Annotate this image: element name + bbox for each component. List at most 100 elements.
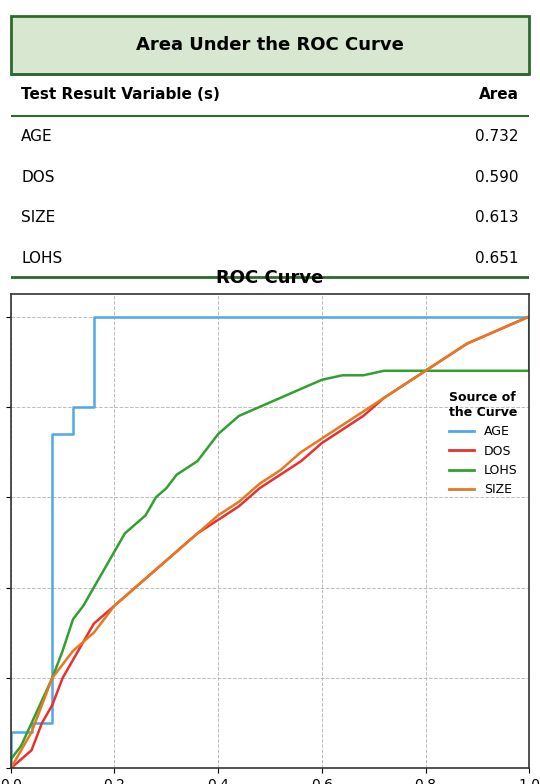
SIZE [339, 420, 346, 430]
Text: Test Result Variable (s): Test Result Variable (s) [21, 87, 220, 102]
SIZE [18, 746, 24, 755]
LOHS [298, 384, 305, 394]
LOHS [194, 456, 201, 466]
Text: DOS: DOS [21, 169, 55, 184]
DOS [18, 754, 24, 764]
LOHS [381, 366, 387, 376]
SIZE [39, 700, 45, 710]
AGE [132, 312, 138, 321]
SIZE [505, 321, 512, 330]
SIZE [422, 366, 429, 376]
Text: 0.732: 0.732 [475, 129, 519, 143]
AGE [194, 312, 201, 321]
LOHS [132, 520, 138, 529]
AGE [173, 312, 180, 321]
LOHS [422, 366, 429, 376]
SIZE [360, 407, 367, 416]
DOS [484, 330, 491, 339]
DOS [319, 438, 325, 448]
AGE [215, 312, 221, 321]
AGE [111, 312, 118, 321]
AGE [8, 764, 14, 773]
Text: 0.613: 0.613 [475, 210, 519, 226]
LOHS [339, 371, 346, 380]
DOS [70, 655, 76, 665]
AGE [111, 312, 118, 321]
LOHS [143, 510, 149, 520]
Text: SIZE: SIZE [21, 210, 56, 226]
DOS [173, 546, 180, 556]
SIZE [464, 339, 470, 348]
LOHS [277, 393, 284, 402]
LOHS [256, 402, 263, 412]
SIZE [70, 646, 76, 655]
AGE [8, 728, 14, 737]
DOS [8, 764, 14, 773]
SIZE [132, 583, 138, 593]
DOS [339, 425, 346, 434]
SIZE [8, 764, 14, 773]
DOS [194, 528, 201, 538]
LOHS [360, 371, 367, 380]
SIZE [111, 601, 118, 611]
LOHS [101, 564, 107, 574]
LOHS [163, 484, 170, 493]
Text: AGE: AGE [21, 129, 53, 143]
SIZE [298, 448, 305, 457]
SIZE [319, 434, 325, 443]
AGE [70, 430, 76, 439]
SIZE [526, 312, 532, 321]
AGE [49, 430, 56, 439]
DOS [39, 718, 45, 728]
LOHS [49, 673, 56, 683]
SIZE [194, 528, 201, 538]
LOHS [526, 312, 532, 321]
DOS [256, 484, 263, 493]
Text: 0.590: 0.590 [475, 169, 519, 184]
AGE [70, 402, 76, 412]
LOHS [153, 492, 159, 502]
Text: Area Under the ROC Curve: Area Under the ROC Curve [136, 35, 404, 53]
SIZE [173, 546, 180, 556]
LOHS [28, 718, 35, 728]
DOS [360, 412, 367, 421]
DOS [443, 353, 449, 362]
LOHS [8, 754, 14, 764]
AGE [49, 718, 56, 728]
DOS [402, 379, 408, 389]
DOS [422, 366, 429, 376]
Line: LOHS: LOHS [11, 317, 529, 768]
SIZE [153, 564, 159, 574]
SIZE [235, 497, 242, 506]
AGE [526, 312, 532, 321]
DOS [80, 637, 86, 647]
DOS [49, 700, 56, 710]
DOS [153, 564, 159, 574]
DOS [111, 601, 118, 611]
AGE [215, 312, 221, 321]
LOHS [111, 546, 118, 556]
Text: LOHS: LOHS [21, 252, 63, 267]
SIZE [28, 728, 35, 737]
Legend: AGE, DOS, LOHS, SIZE: AGE, DOS, LOHS, SIZE [444, 387, 523, 501]
LOHS [80, 601, 86, 611]
DOS [298, 456, 305, 466]
LOHS [215, 430, 221, 439]
Text: Area: Area [479, 87, 519, 102]
LOHS [70, 615, 76, 624]
DOS [464, 339, 470, 348]
SIZE [402, 379, 408, 389]
AGE [153, 312, 159, 321]
LOHS [235, 412, 242, 421]
Title: ROC Curve: ROC Curve [217, 269, 323, 287]
AGE [28, 718, 35, 728]
LOHS [18, 741, 24, 750]
SIZE [91, 628, 97, 637]
SIZE [443, 353, 449, 362]
LOHS [422, 366, 429, 376]
FancyBboxPatch shape [11, 16, 529, 74]
AGE [91, 312, 97, 321]
AGE [28, 728, 35, 737]
DOS [215, 515, 221, 524]
Line: SIZE: SIZE [11, 317, 529, 768]
